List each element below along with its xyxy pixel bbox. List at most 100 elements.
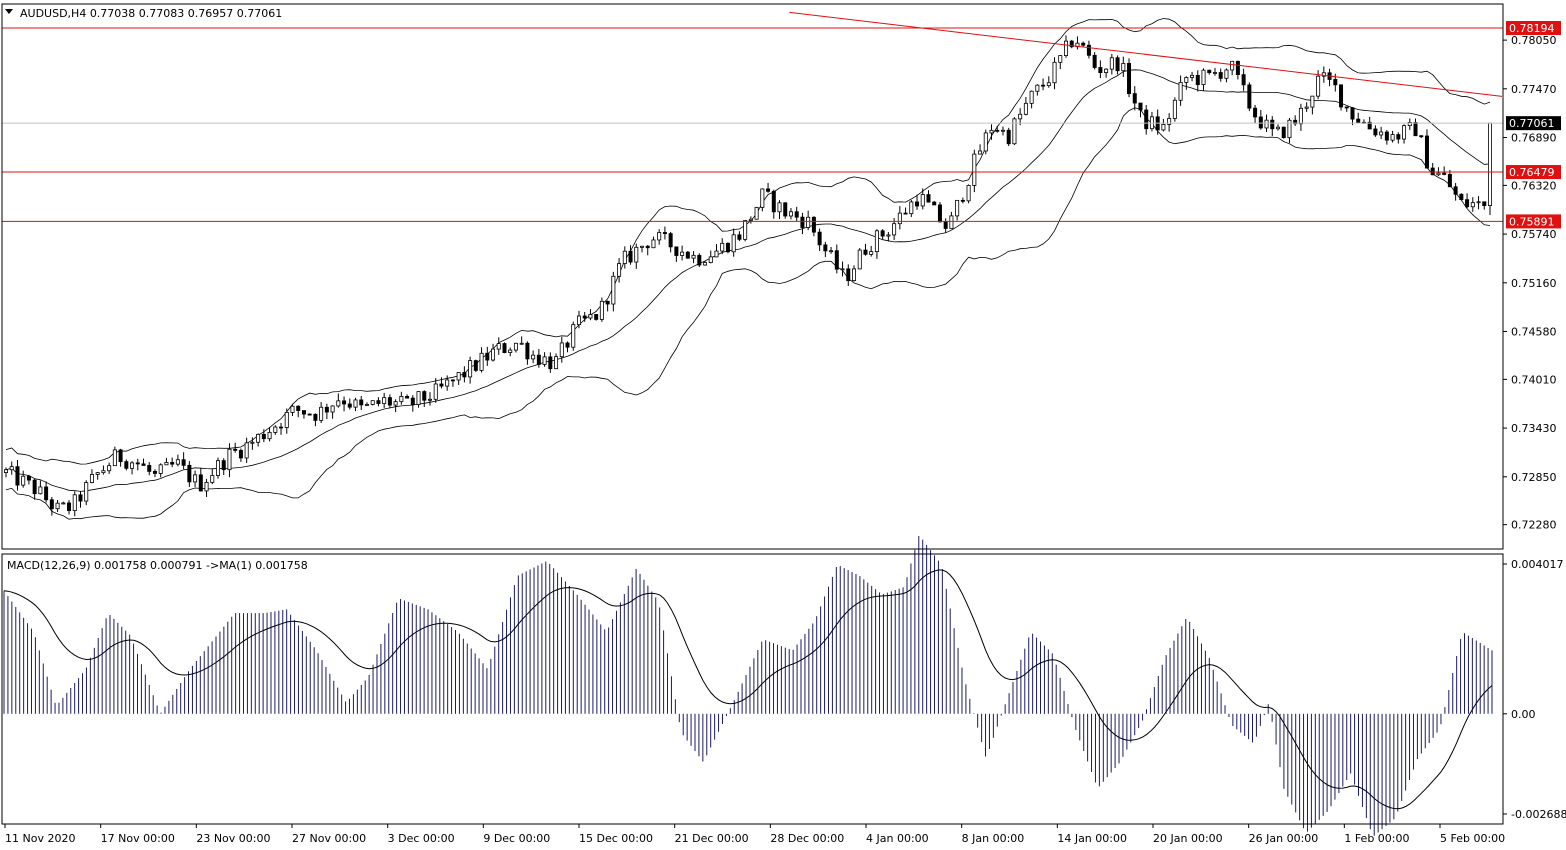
bear-candle-body [279,426,284,429]
candle [1127,58,1132,98]
candle [187,461,192,487]
bear-candle-body [766,188,771,192]
candle [995,125,1000,133]
bear-candle-body [26,475,31,481]
candle [834,244,839,274]
bull-candle-body [983,132,988,152]
time-tick-label: 20 Jan 00:00 [1153,832,1223,845]
bull-candle-body [284,412,289,428]
bear-candle-body [1424,135,1429,169]
bear-candle-body [565,342,570,348]
bull-candle-body [1172,99,1177,119]
candle [714,244,719,258]
candle [1465,193,1470,209]
candle [1046,76,1051,88]
bull-candle-body [1224,69,1229,79]
candle [491,343,496,362]
candle [1121,56,1126,77]
main-price-pane [2,11,1503,520]
candle [416,391,421,408]
bull-candle-body [1230,60,1235,71]
candle [966,184,971,204]
candle [1149,111,1154,132]
bear-candle-body [1396,134,1401,140]
candle [771,189,776,219]
bull-candle-body [1035,84,1040,92]
candle [880,229,885,240]
bull-candle-body [714,250,719,258]
bull-candle-body [38,486,43,495]
candle [886,231,891,242]
candle [1155,109,1160,135]
candle [840,261,845,277]
candle [370,400,375,406]
bull-candle-body [955,199,960,217]
candle [256,433,261,447]
candle [152,469,157,478]
bear-candle-body [628,250,633,263]
bull-candle-body [95,472,100,475]
candle [685,250,690,259]
candle [909,199,914,218]
candle [462,366,467,383]
price-tick-label: 0.77470 [1511,83,1557,96]
candle [112,446,117,467]
candle [1058,55,1063,70]
candle [582,311,587,322]
bull-candle-body [531,354,536,360]
price-tick-label: 0.74580 [1511,326,1557,339]
time-tick-label: 28 Dec 00:00 [770,832,844,845]
bull-candle-body [1018,113,1023,120]
bear-candle-body [141,463,146,466]
candle [594,314,599,321]
bear-candle-body [233,448,238,451]
bear-candle-body [823,244,828,252]
bull-candle-body [193,474,198,483]
level-price-tag [1506,214,1561,229]
bull-candle-body [164,462,169,466]
candle [1241,68,1246,91]
candle [84,480,89,506]
bull-candle-body [393,401,398,406]
bull-candle-body [1046,82,1051,87]
candle [1459,193,1464,201]
candle [221,458,226,476]
candle [628,245,633,265]
bear-candle-body [645,245,650,249]
candle [1098,60,1103,79]
bear-candle-body [817,231,822,246]
macd-pane [3,535,1493,836]
bull-candle-body [107,465,112,472]
candle [972,149,977,193]
bear-candle-body [307,413,312,416]
bull-candle-body [210,475,215,483]
candle [691,251,696,264]
candle [342,396,347,412]
candle [949,211,954,229]
bull-candle-body [1058,55,1063,63]
bear-candle-body [605,300,610,305]
candle [903,207,908,215]
bull-candle-body [1407,122,1412,127]
bear-candle-body [685,251,690,259]
main-pane-border [1,3,1504,550]
candle [1201,68,1206,91]
candle [21,470,26,488]
candle [9,461,14,475]
level-price-label: 0.75891 [1509,215,1555,228]
bull-candle-body [1212,72,1217,74]
bull-candle-body [433,383,438,400]
bear-candle-body [405,396,410,399]
candle [1018,108,1023,126]
bull-candle-body [731,234,736,253]
bear-candle-body [32,479,37,495]
bull-candle-body [760,188,765,208]
bear-candle-body [152,471,157,474]
bull-candle-body [680,251,685,256]
candle [1178,75,1183,106]
candle [1276,124,1281,131]
candle [399,391,404,405]
bear-candle-body [78,494,83,502]
candle [479,347,484,373]
time-tick-label: 23 Nov 00:00 [196,832,270,845]
